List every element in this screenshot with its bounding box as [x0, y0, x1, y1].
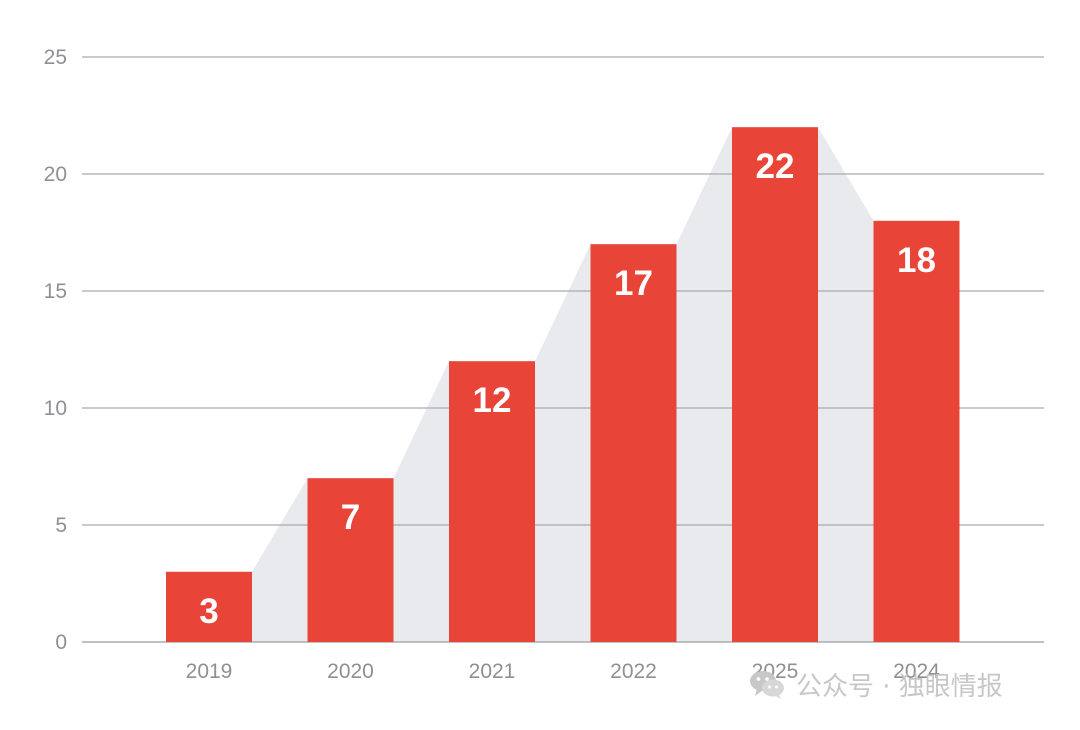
bar [873, 220, 960, 643]
bar-value-label: 17 [614, 264, 653, 303]
y-tick-label: 5 [55, 514, 67, 537]
x-tick-label: 2021 [469, 660, 516, 683]
bar-value-label: 3 [199, 592, 218, 631]
bar [732, 127, 818, 642]
y-tick-label: 0 [55, 631, 67, 654]
bar-value-label: 12 [473, 381, 512, 420]
y-tick-label: 10 [44, 397, 67, 420]
bar [307, 478, 394, 642]
data-labels-layer: 3 7 12 17 22 18 [199, 147, 936, 631]
y-axis-ticks-layer: 0 5 10 15 20 25 [44, 46, 67, 654]
x-tick-label: 2020 [327, 660, 374, 683]
x-tick-label: 2022 [610, 660, 657, 683]
watermark: 公众号 · 独眼情报 [748, 666, 1003, 703]
wechat-icon [748, 668, 788, 702]
bars-layer [166, 127, 960, 643]
bar-value-label: 22 [756, 147, 795, 186]
bar [166, 571, 252, 642]
watermark-text: 公众号 · 独眼情报 [796, 672, 1003, 702]
bar-value-label: 7 [341, 498, 360, 537]
x-tick-label: 2024 [893, 660, 940, 683]
bar [449, 361, 535, 642]
x-axis-ticks-layer: 2019 2020 2021 2022 2025 2024 [186, 660, 941, 683]
bar [590, 244, 677, 642]
y-tick-label: 20 [44, 163, 67, 186]
bar-value-label: 18 [897, 241, 936, 280]
background-area-layer [166, 127, 960, 642]
y-tick-label: 15 [44, 280, 67, 303]
y-tick-label: 25 [44, 46, 67, 69]
x-tick-label: 2019 [186, 660, 233, 683]
background-area [166, 127, 960, 642]
